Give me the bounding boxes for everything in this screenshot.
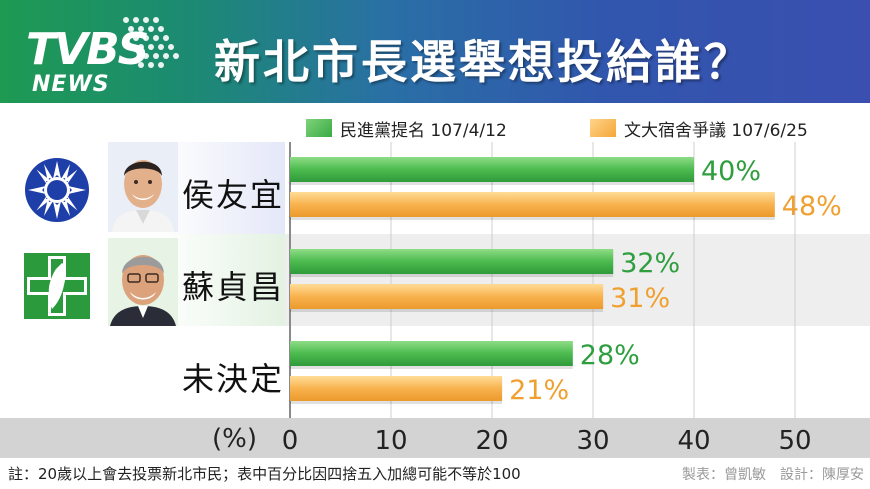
x-tick-label-10: 10 (374, 426, 407, 456)
logo-news-text: NEWS (32, 72, 110, 97)
x-axis-unit-label: (%) (212, 424, 257, 454)
data-label-series-2-cat-2: 31% (610, 283, 670, 314)
x-tick-label-30: 30 (576, 426, 609, 456)
footnote: 註：20歲以上會去投票新北市民；表中百分比因四捨五入加總可能不等於100 (8, 465, 521, 483)
x-tick-label-40: 40 (677, 426, 710, 456)
kmt-emblem-icon (25, 158, 89, 222)
bar-series-1-cat-3 (290, 341, 573, 366)
x-tick-label-0: 0 (282, 426, 299, 456)
credits: 製表：曾凱敏 設計：陳厚安 (682, 467, 864, 483)
logo-tvbs-text: TVBS (26, 24, 149, 75)
candidate-name-2: 蘇貞昌 (182, 268, 285, 306)
x-axis-band (0, 418, 870, 458)
candidate-name-1: 侯友宜 (182, 176, 285, 214)
legend-item-series-1: 民進黨提名 107/4/12 (306, 117, 507, 141)
logo-dots-icon (123, 17, 179, 68)
x-tick-label-20: 20 (475, 426, 508, 456)
legend-label-series-2: 文大宿舍爭議 107/6/25 (624, 120, 808, 141)
data-label-series-1-cat-3: 28% (580, 340, 640, 371)
legend-label-series-1: 民進黨提名 107/4/12 (340, 120, 507, 141)
bar-series-2-cat-1 (290, 192, 775, 217)
header-banner: TVBS NEWS 新北市長選舉想投給誰？ (0, 0, 870, 103)
data-label-series-1-cat-2: 32% (620, 248, 680, 279)
data-label-series-2-cat-1: 48% (782, 191, 842, 222)
legend-swatch-orange (590, 119, 616, 137)
dpp-emblem-icon (24, 253, 90, 319)
bar-series-1-cat-1 (290, 157, 694, 182)
page-title: 新北市長選舉想投給誰？ (214, 35, 753, 89)
x-tick-label-50: 50 (778, 426, 811, 456)
legend-swatch-green (306, 119, 332, 137)
candidate-photo-su (108, 238, 178, 326)
data-label-series-1-cat-1: 40% (701, 156, 761, 187)
bar-series-2-cat-2 (290, 284, 604, 309)
candidate-name-3: 未決定 (182, 360, 285, 398)
candidate-photo-hou (108, 142, 178, 232)
tvbs-logo: TVBS NEWS (22, 14, 192, 100)
data-label-series-2-cat-3: 21% (509, 375, 569, 406)
bar-series-2-cat-3 (290, 376, 503, 401)
bar-series-1-cat-2 (290, 249, 614, 274)
legend-item-series-2: 文大宿舍爭議 107/6/25 (590, 117, 808, 141)
